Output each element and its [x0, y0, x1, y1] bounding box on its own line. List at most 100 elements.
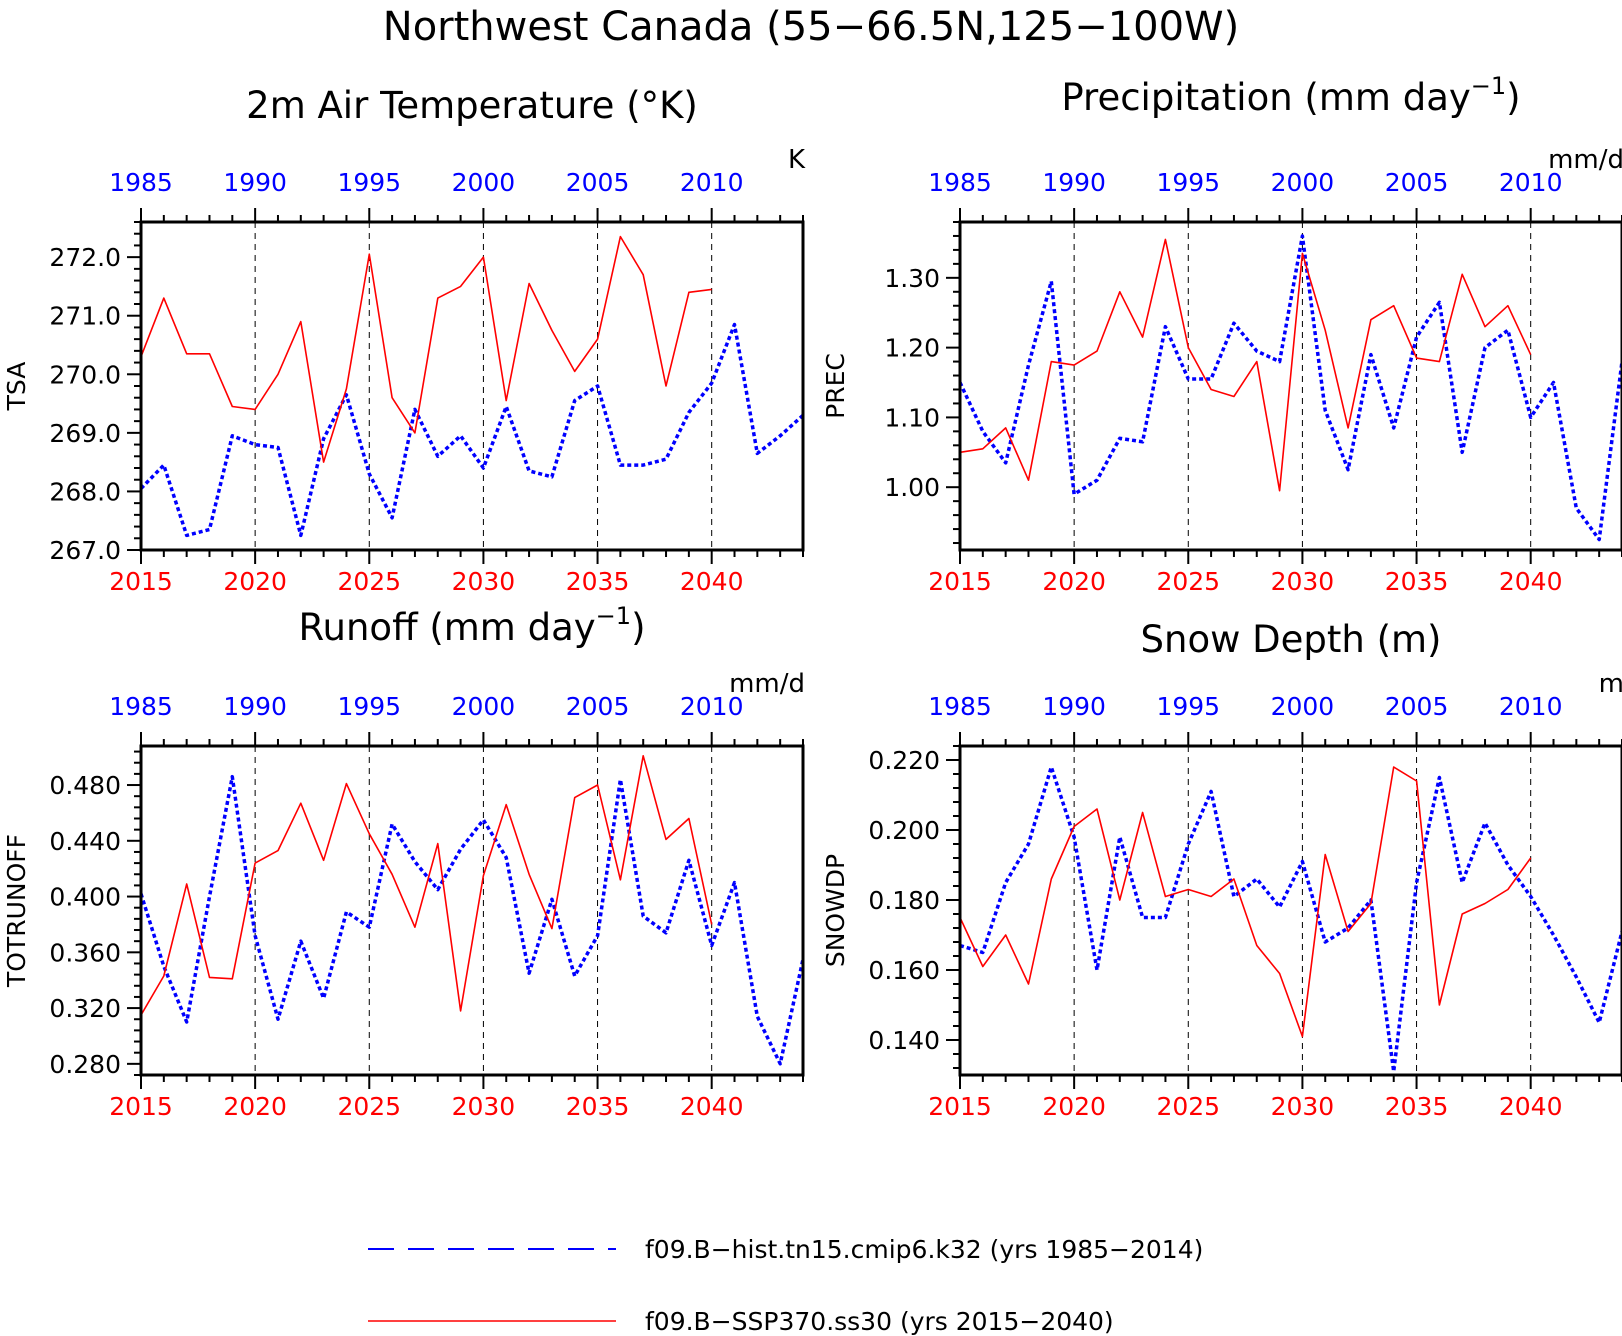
y-tick-label: 267.0: [49, 536, 121, 565]
x-top-tick-label: 2010: [680, 168, 744, 197]
panel-snowdp: Snow Depth (m) m 2015 2020 2025 2030 2035 2040 1…: [821, 618, 1622, 1121]
y-tick-label: 0.320: [49, 994, 121, 1023]
panel-title-text: Precipitation (mm day: [1061, 76, 1470, 119]
series-line-1985-2014: [960, 765, 1622, 1074]
panel-prec: Precipitation (mm day−1) mm/d 2015 2020 2025…: [821, 72, 1622, 596]
x-top-tick-label: 2000: [1271, 168, 1335, 197]
x-top-tick-label: 2000: [452, 692, 516, 721]
panel-title-suffix: ): [631, 606, 645, 649]
x-bottom-tick-label: 2035: [566, 1092, 630, 1121]
x-top-tick-label: 2005: [566, 692, 630, 721]
y-tick-label: 0.360: [49, 938, 121, 967]
figure-title: Northwest Canada (55−66.5N,125−100W): [383, 4, 1239, 50]
legend-label: f09.B−SSP370.ss30 (yrs 2015−2040): [645, 1307, 1114, 1336]
x-top-tick-label: 1990: [1042, 168, 1106, 197]
y-tick-label: 271.0: [49, 302, 121, 331]
x-bottom-tick-label: 2030: [1271, 1092, 1335, 1121]
y-tick-label: 270.0: [49, 360, 121, 389]
series-line-1985-2014: [141, 322, 803, 538]
x-top-tick-label: 1995: [1156, 168, 1220, 197]
x-bottom-tick-label: 2020: [1042, 567, 1106, 596]
x-bottom-tick-label: 2035: [566, 567, 630, 596]
x-bottom-tick-label: 2040: [1499, 1092, 1563, 1121]
legend-label: f09.B−hist.tn15.cmip6.k32 (yrs 1985−2014…: [645, 1235, 1203, 1264]
x-top-tick-label: 1990: [223, 692, 287, 721]
units-label: m: [1599, 669, 1622, 699]
y-axis-label: TSA: [2, 362, 31, 412]
x-bottom-tick-label: 2020: [223, 1092, 287, 1121]
x-top-tick-label: 1990: [1042, 692, 1106, 721]
panel-title-text: Runoff (mm day: [298, 606, 595, 649]
x-bottom-tick-label: 2025: [337, 567, 401, 596]
x-bottom-tick-label: 2040: [1499, 567, 1563, 596]
panel-title-suffix: ): [1506, 76, 1520, 119]
series-line-2015-2040: [960, 238, 1532, 492]
y-axis-label: SNOWDP: [821, 854, 850, 967]
x-top-tick-label: 2000: [452, 168, 516, 197]
y-tick-label: 0.280: [49, 1050, 121, 1079]
x-bottom-tick-label: 2025: [1156, 567, 1220, 596]
legend: f09.B−hist.tn15.cmip6.k32 (yrs 1985−2014…: [368, 1235, 1203, 1336]
panel-title-superscript: −1: [1471, 72, 1506, 100]
y-tick-label: 0.180: [868, 886, 940, 915]
x-top-tick-label: 1985: [109, 692, 173, 721]
y-tick-label: 269.0: [49, 419, 121, 448]
x-top-tick-label: 1995: [1156, 692, 1220, 721]
y-tick-label: 0.200: [868, 816, 940, 845]
x-bottom-tick-label: 2020: [223, 567, 287, 596]
x-top-tick-label: 1995: [337, 692, 401, 721]
y-tick-label: 1.10: [884, 403, 940, 432]
x-bottom-tick-label: 2025: [337, 1092, 401, 1121]
x-bottom-tick-label: 2025: [1156, 1092, 1220, 1121]
x-bottom-tick-label: 2030: [452, 567, 516, 596]
units-label: K: [788, 145, 806, 175]
x-bottom-tick-label: 2040: [680, 567, 744, 596]
y-tick-label: 0.440: [49, 827, 121, 856]
x-bottom-tick-label: 2015: [928, 1092, 992, 1121]
x-bottom-tick-label: 2030: [452, 1092, 516, 1121]
plot-frame: [958, 220, 1622, 552]
y-tick-label: 1.30: [884, 264, 940, 293]
panel-totrunoff: Runoff (mm day−1) mm/d 2015 2020 2025 2030 203…: [2, 602, 805, 1121]
x-top-tick-label: 2010: [1499, 168, 1563, 197]
y-tick-label: 0.140: [868, 1026, 940, 1055]
panels: 2m Air Temperature (°K) K 2015 2020 2025 2030…: [2, 72, 1622, 1121]
y-tick-label: 1.00: [884, 473, 940, 502]
panel-title-superscript: −1: [596, 602, 631, 630]
y-tick-label: 1.20: [884, 334, 940, 363]
panel-tsa: 2m Air Temperature (°K) K 2015 2020 2025 2030…: [2, 84, 806, 596]
x-top-tick-label: 1990: [223, 168, 287, 197]
series-line-1985-2014: [960, 234, 1622, 542]
panel-title-text: Snow Depth (m): [1141, 618, 1442, 661]
panel-title: Precipitation (mm day−1): [1061, 72, 1520, 119]
x-top-tick-label: 2005: [1385, 168, 1449, 197]
x-bottom-tick-label: 2040: [680, 1092, 744, 1121]
x-top-tick-label: 1995: [337, 168, 401, 197]
series-line-2015-2040: [141, 754, 713, 1016]
x-top-tick-label: 2005: [1385, 692, 1449, 721]
panel-title: 2m Air Temperature (°K): [246, 84, 698, 127]
y-tick-label: 0.480: [49, 771, 121, 800]
x-bottom-tick-label: 2015: [928, 567, 992, 596]
x-top-tick-label: 1985: [109, 168, 173, 197]
x-bottom-tick-label: 2035: [1385, 567, 1449, 596]
units-label: mm/d: [1548, 145, 1622, 175]
x-top-tick-label: 2010: [1499, 692, 1563, 721]
units-label: mm/d: [729, 669, 805, 699]
x-top-tick-label: 2010: [680, 692, 744, 721]
x-bottom-tick-label: 2020: [1042, 1092, 1106, 1121]
series-line-2015-2040: [960, 766, 1532, 1038]
x-bottom-tick-label: 2030: [1271, 567, 1335, 596]
x-top-tick-label: 2005: [566, 168, 630, 197]
y-tick-label: 268.0: [49, 477, 121, 506]
y-axis-label: TOTRUNOFF: [2, 834, 31, 988]
x-bottom-tick-label: 2015: [109, 1092, 173, 1121]
y-tick-label: 0.160: [868, 956, 940, 985]
x-top-tick-label: 1985: [928, 168, 992, 197]
plot-frame: [139, 220, 805, 552]
panel-title-text: 2m Air Temperature (°K): [246, 84, 698, 127]
plot-frame: [958, 744, 1622, 1077]
panel-title: Snow Depth (m): [1141, 618, 1442, 661]
x-top-tick-label: 1985: [928, 692, 992, 721]
x-top-tick-label: 2000: [1271, 692, 1335, 721]
